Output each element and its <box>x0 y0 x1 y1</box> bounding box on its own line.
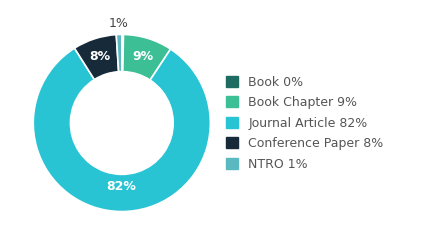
Wedge shape <box>74 35 119 80</box>
Text: 8%: 8% <box>89 50 111 63</box>
Text: 9%: 9% <box>132 50 153 63</box>
Text: 82%: 82% <box>106 180 136 193</box>
Wedge shape <box>33 48 210 212</box>
Legend: Book 0%, Book Chapter 9%, Journal Article 82%, Conference Paper 8%, NTRO 1%: Book 0%, Book Chapter 9%, Journal Articl… <box>223 73 386 173</box>
Wedge shape <box>122 34 124 72</box>
Text: 1%: 1% <box>109 17 128 30</box>
Wedge shape <box>123 34 171 80</box>
Wedge shape <box>116 34 122 72</box>
